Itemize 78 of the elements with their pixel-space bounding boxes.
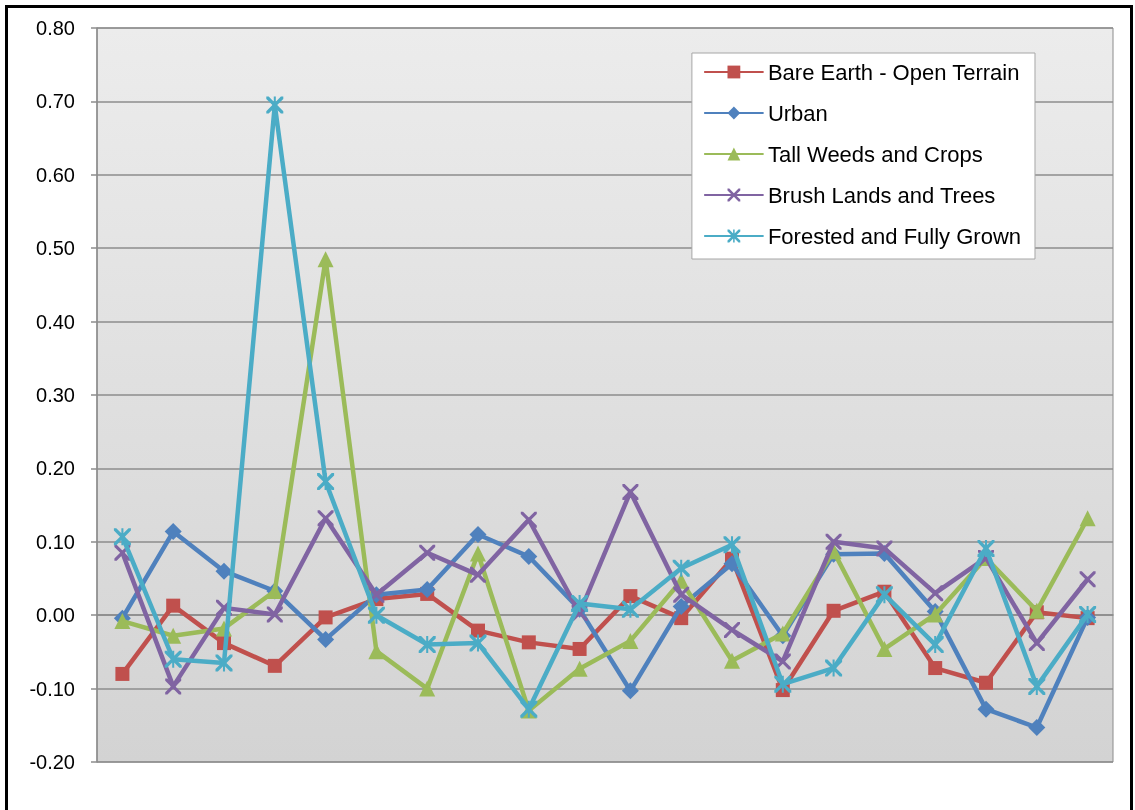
- point: [622, 483, 639, 500]
- point: [318, 610, 333, 625]
- point: [418, 581, 436, 599]
- y-tick-label: 0.80: [36, 17, 75, 39]
- point: [164, 650, 182, 668]
- point: [520, 511, 537, 528]
- point: [114, 613, 131, 630]
- point: [520, 547, 538, 565]
- y-tick-label: 0.20: [36, 457, 75, 480]
- point: [621, 682, 639, 700]
- y-tick-label: -0.10: [29, 677, 75, 700]
- y-tick-label: 0.10: [36, 530, 75, 553]
- point: [1028, 677, 1046, 695]
- point: [825, 533, 842, 550]
- point: [673, 586, 690, 603]
- point: [622, 632, 639, 649]
- point: [418, 636, 436, 654]
- point: [1079, 571, 1096, 588]
- point: [826, 603, 841, 618]
- point: [215, 654, 233, 672]
- point: [1028, 719, 1046, 736]
- point: [876, 640, 893, 657]
- y-tick-label: 0.00: [36, 604, 75, 627]
- point: [166, 598, 181, 613]
- y-tick-label: 0.60: [36, 163, 75, 186]
- point: [267, 658, 282, 673]
- point: [723, 536, 741, 554]
- y-tick-label: 0.40: [36, 310, 75, 333]
- point: [367, 606, 385, 624]
- point: [266, 606, 283, 623]
- point: [1028, 635, 1045, 652]
- point: [165, 627, 182, 644]
- point: [876, 540, 893, 557]
- point: [623, 589, 638, 604]
- y-tick-label: 0.50: [36, 237, 75, 260]
- point: [419, 544, 436, 561]
- point: [317, 251, 334, 268]
- point: [672, 559, 690, 577]
- point: [317, 510, 334, 527]
- legend-label: Tall Weeds and Crops: [767, 141, 983, 167]
- point: [724, 652, 740, 669]
- point: [672, 597, 690, 615]
- point: [469, 634, 487, 652]
- point: [572, 641, 587, 656]
- point: [1079, 510, 1096, 527]
- point: [115, 666, 130, 681]
- point: [215, 562, 233, 580]
- legend-label: Forested and Fully Grown: [767, 223, 1021, 249]
- legend-label: Bare Earth - Open Terrain: [767, 59, 1020, 85]
- point: [621, 600, 639, 618]
- point: [926, 636, 944, 654]
- point: [317, 630, 335, 648]
- point: [469, 525, 487, 543]
- point: [977, 700, 995, 718]
- point: [875, 586, 893, 604]
- point: [928, 661, 943, 676]
- legend-label: Urban: [767, 100, 828, 126]
- point: [165, 678, 182, 695]
- point: [774, 675, 792, 693]
- point: [113, 528, 131, 546]
- point: [470, 545, 486, 562]
- point: [724, 621, 740, 638]
- point: [571, 660, 588, 677]
- point: [571, 594, 589, 612]
- point: [419, 680, 436, 697]
- y-tick-label: 0.70: [36, 90, 75, 113]
- y-tick-label: -0.20: [29, 751, 75, 773]
- point: [317, 473, 335, 491]
- point: [825, 659, 843, 677]
- point: [266, 96, 284, 114]
- y-tick-label: 0.30: [36, 384, 75, 406]
- legend-label: Brush Lands and Trees: [767, 182, 996, 208]
- point: [470, 566, 486, 583]
- point: [979, 675, 993, 690]
- point: [927, 585, 944, 602]
- point: [164, 523, 182, 541]
- point: [368, 643, 385, 660]
- point: [521, 635, 536, 650]
